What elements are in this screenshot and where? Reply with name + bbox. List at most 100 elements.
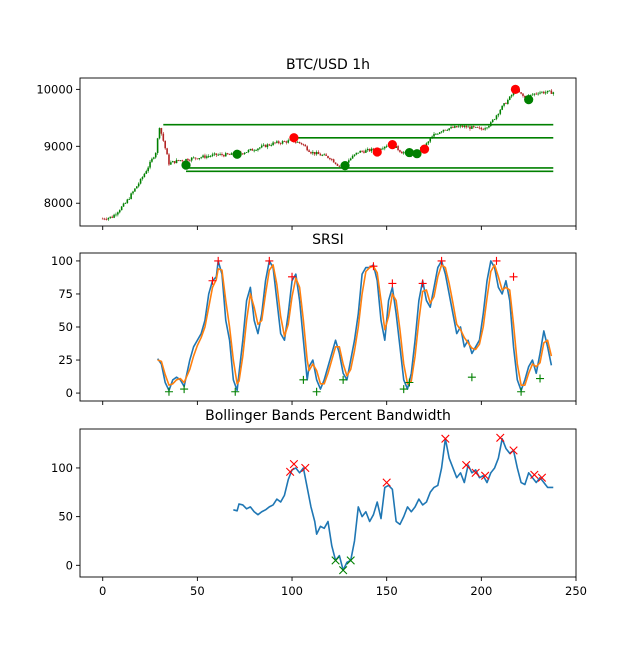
candle-body — [107, 217, 110, 220]
candle-body — [510, 95, 513, 97]
candle-body — [336, 164, 339, 166]
bollinger-sell-marker — [530, 470, 539, 479]
candle-body — [153, 157, 155, 159]
candle-body — [266, 144, 269, 148]
candle-body — [399, 150, 401, 152]
candle-body — [242, 153, 244, 155]
candle-body — [262, 144, 265, 146]
candle-body — [455, 126, 458, 128]
y-tick-label: 100 — [51, 254, 73, 268]
candle-body — [298, 141, 301, 144]
candle-body — [175, 159, 178, 164]
candle-body — [427, 141, 430, 144]
candle-body — [357, 152, 360, 154]
srsi-buy-marker — [339, 375, 348, 384]
candle-body — [383, 146, 386, 149]
bollinger-buy-marker — [346, 556, 355, 565]
srsi-sell-marker — [437, 256, 446, 265]
bollinger-buy-marker — [331, 556, 340, 565]
srsi-buy-marker — [536, 374, 545, 383]
candle-body — [209, 155, 212, 157]
candle-body — [251, 148, 254, 151]
candle-body — [296, 141, 299, 143]
candle-body — [285, 141, 288, 143]
candle-body — [215, 153, 218, 156]
candle-body — [382, 148, 384, 150]
candle-body — [101, 218, 104, 220]
candle-body — [270, 145, 273, 146]
candle-body — [187, 158, 189, 161]
candle-body — [124, 203, 127, 204]
bollinger-x-axis: 0 50 100 150 200 250 — [99, 577, 587, 598]
candle-body — [109, 216, 112, 218]
buy-point — [524, 95, 534, 105]
y-tick-label: 0 — [66, 386, 73, 400]
candle-body — [497, 113, 500, 116]
candle-body — [397, 146, 399, 151]
candle-body — [450, 126, 452, 129]
bollinger-sell-marker — [462, 460, 471, 470]
candle-body — [281, 141, 284, 144]
candle-body — [200, 157, 202, 159]
candle-body — [433, 133, 435, 137]
candle-body — [319, 154, 322, 156]
candle-body — [361, 150, 363, 152]
srsi-sell-marker — [208, 276, 217, 285]
candle-body — [260, 145, 263, 148]
candle-body — [552, 92, 555, 94]
candle-body — [117, 212, 119, 215]
candle-body — [385, 145, 388, 147]
candle-body — [452, 126, 454, 128]
candle-body — [196, 158, 199, 160]
bollinger-sell-marker — [496, 433, 505, 442]
candle-body — [243, 152, 246, 154]
srsi-sell-marker — [288, 272, 297, 281]
candle-body — [257, 148, 259, 151]
bollinger-sell-marker — [471, 468, 480, 478]
candle-body — [300, 143, 303, 145]
candle-body — [463, 125, 466, 127]
bollinger-panel-title: Bollinger Bands Percent Bandwidth — [205, 408, 451, 424]
candle-body — [177, 159, 180, 161]
candle-body — [135, 186, 138, 189]
candle-body — [279, 143, 282, 144]
candle-body — [143, 173, 146, 178]
bollinger-sell-marker — [289, 459, 299, 469]
candle-body — [325, 154, 327, 156]
candle-body — [130, 193, 132, 199]
candle-body — [366, 148, 369, 151]
candle-body — [170, 162, 172, 165]
sell-point — [510, 84, 521, 94]
candle-body — [493, 119, 496, 120]
candle-body — [164, 140, 166, 149]
srsi-sell-marker — [369, 262, 378, 271]
candle-body — [277, 141, 280, 144]
candle-body — [546, 90, 549, 93]
candle-body — [134, 188, 136, 192]
candle-body — [461, 125, 464, 127]
srsi-sell-marker — [509, 272, 518, 281]
candle-body — [472, 126, 475, 128]
candle-body — [359, 150, 361, 153]
candle-body — [137, 183, 140, 187]
candle-body — [524, 95, 526, 98]
bollinger-line — [233, 437, 554, 571]
srsi-buy-marker — [164, 387, 173, 396]
candle-body — [274, 142, 276, 144]
candle-body — [253, 150, 255, 152]
sell-point — [387, 140, 397, 150]
srsi-d-line — [157, 264, 553, 386]
candle-body — [264, 144, 267, 148]
srsi-x-axis — [102, 401, 577, 405]
price-y-axis: 8000 9000 10000 — [36, 82, 80, 210]
candle-body — [330, 159, 333, 161]
candle-body — [192, 157, 195, 159]
candle-body — [348, 160, 350, 163]
buy-point — [181, 160, 191, 170]
candle-body — [268, 144, 271, 146]
candle-body — [302, 144, 305, 145]
candle-body — [111, 216, 113, 218]
x-tick-label: 50 — [190, 584, 205, 598]
candle-body — [141, 177, 144, 179]
